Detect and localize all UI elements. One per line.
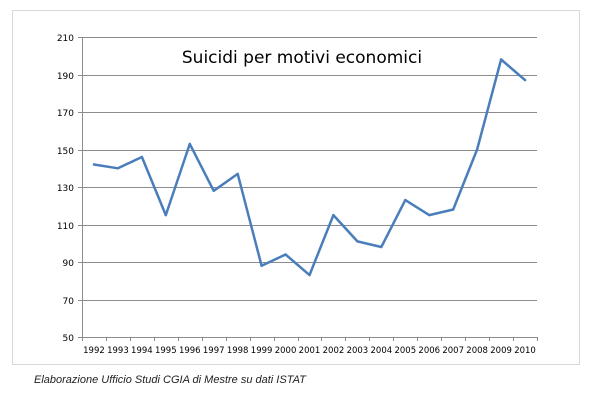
x-tick-label: 1998 (227, 346, 249, 356)
y-tick-label: 170 (57, 109, 74, 119)
x-tick-label: 2001 (299, 346, 321, 356)
x-tick-label: 1997 (203, 346, 225, 356)
x-tick-label: 2010 (514, 346, 536, 356)
x-tick-label: 2002 (323, 346, 345, 356)
x-tick-label: 1999 (251, 346, 273, 356)
y-tick-label: 90 (63, 259, 75, 269)
x-tick-label: 1993 (107, 346, 129, 356)
data-point (284, 253, 287, 256)
data-point (475, 148, 479, 151)
gridlines (82, 37, 537, 301)
data-point (499, 58, 503, 61)
chart-title: Suicidi per motivi economici (182, 48, 422, 68)
x-tick-label: 1996 (179, 346, 201, 356)
data-point (308, 273, 311, 277)
data-point (332, 213, 335, 217)
series-line (92, 58, 527, 277)
x-tick-label: 2008 (466, 346, 488, 356)
data-point (212, 189, 215, 192)
y-tick-labels: 50 70 90 110 130 150 170 190 210 (57, 34, 74, 344)
data-point (452, 208, 455, 211)
x-tick-label: 2005 (394, 346, 416, 356)
y-tick-label: 210 (57, 34, 74, 44)
data-point (164, 213, 167, 217)
x-tick-label: 1992 (83, 346, 105, 356)
y-tick-label: 190 (57, 72, 74, 82)
data-point (236, 172, 239, 176)
x-tick-label: 2003 (347, 346, 369, 356)
data-point (92, 163, 96, 166)
data-point (356, 240, 359, 243)
data-point (116, 167, 120, 170)
x-tick-label: 2007 (442, 346, 464, 356)
series-layer (92, 58, 527, 277)
y-tick-label: 150 (57, 147, 74, 157)
axes (78, 37, 538, 341)
x-tick-label: 1995 (155, 346, 177, 356)
source-caption: Elaborazione Ufficio Studi CGIA di Mestr… (34, 374, 306, 386)
x-tick-labels: 1992 1993 1994 1995 1996 1997 1998 1999 2000 2001… (83, 346, 536, 356)
data-point (140, 155, 144, 159)
y-tick-label: 70 (63, 297, 75, 307)
data-point (188, 142, 191, 146)
x-tick-label: 2009 (490, 346, 512, 356)
x-tick-label: 2004 (371, 346, 393, 356)
y-tick-label: 130 (57, 184, 74, 194)
x-tick-label: 2000 (275, 346, 297, 356)
data-point (404, 198, 407, 202)
data-point (260, 264, 263, 267)
x-tick-label: 1994 (131, 346, 153, 356)
data-point (380, 245, 383, 249)
y-tick-label: 50 (63, 334, 75, 344)
x-tick-label: 2006 (418, 346, 440, 356)
y-tick-label: 110 (57, 222, 74, 232)
data-point (428, 213, 431, 217)
data-point (523, 78, 527, 82)
